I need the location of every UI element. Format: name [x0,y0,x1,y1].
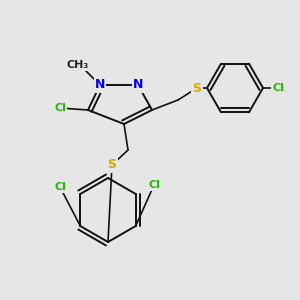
Text: S: S [193,82,202,94]
Text: Cl: Cl [54,103,66,113]
Text: Cl: Cl [272,83,284,93]
Text: Cl: Cl [148,180,160,190]
Text: N: N [95,79,105,92]
Text: N: N [133,79,143,92]
Text: Cl: Cl [54,182,66,192]
Text: CH₃: CH₃ [67,60,89,70]
Text: S: S [107,158,116,172]
